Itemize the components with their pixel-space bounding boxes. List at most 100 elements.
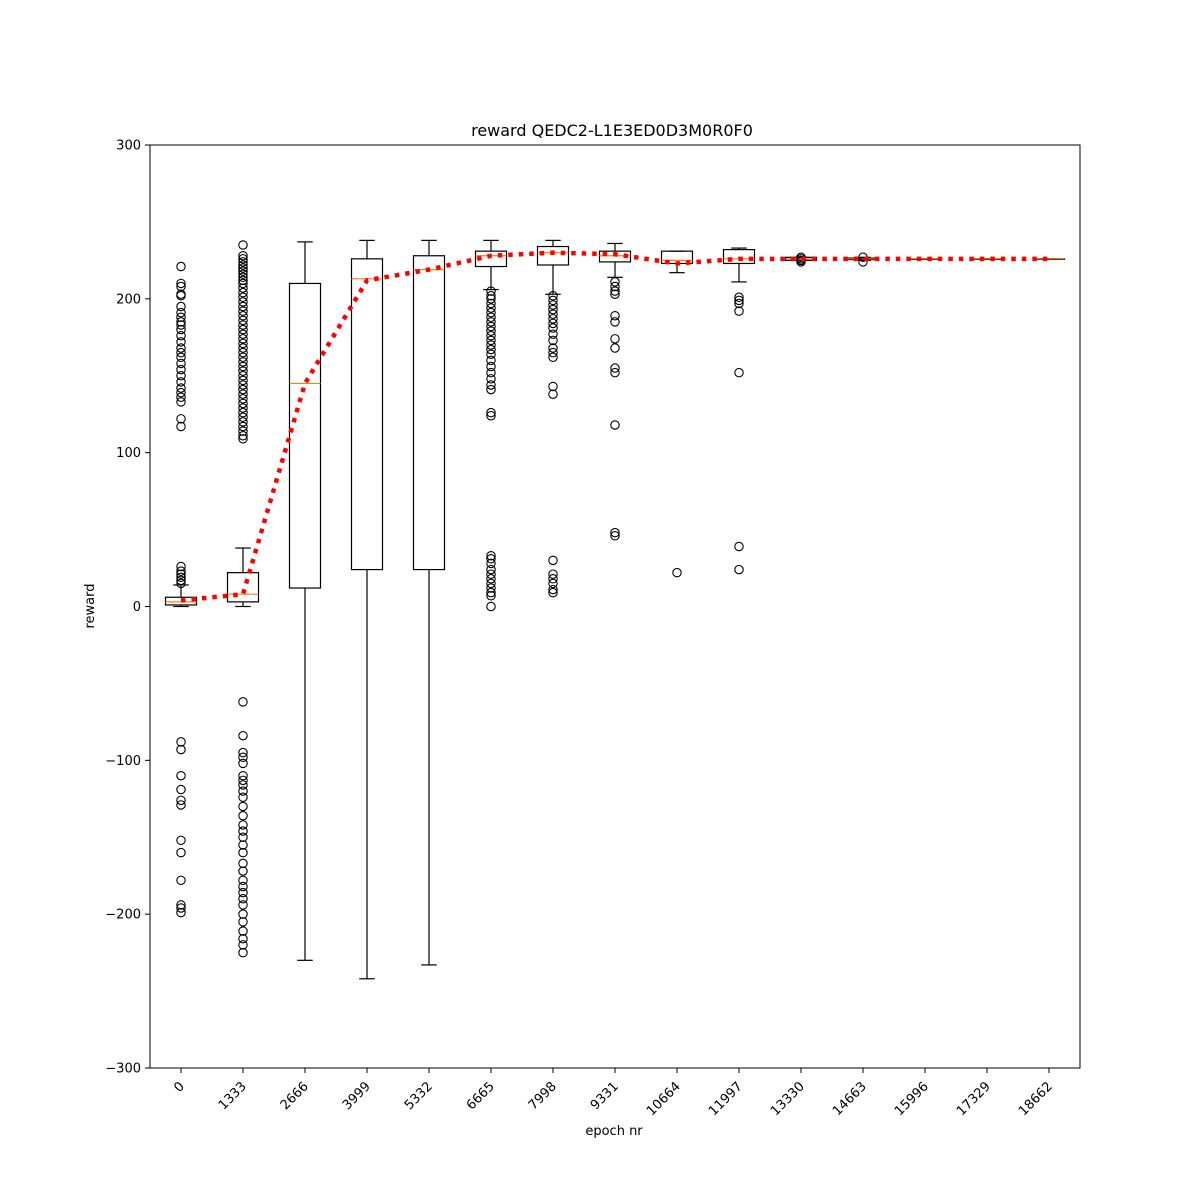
outlier-point	[486, 335, 496, 346]
outlier-point	[238, 324, 248, 335]
outlier-point	[486, 578, 496, 589]
outlier-point	[486, 361, 496, 372]
outlier-point	[610, 281, 620, 292]
outlier-point	[486, 317, 496, 327]
outlier-point	[238, 430, 248, 441]
outlier-point	[734, 292, 744, 303]
outlier-point	[548, 584, 558, 595]
outlier-point	[238, 403, 248, 413]
outlier-point	[176, 278, 186, 289]
outlier-point	[238, 389, 248, 399]
outlier-point	[176, 907, 186, 918]
box-17329	[970, 258, 1004, 260]
outlier-point	[176, 324, 186, 335]
mean-dotted-line	[180, 250, 1049, 603]
outlier-point	[238, 917, 248, 927]
outlier-point	[238, 940, 248, 950]
outlier-point	[548, 314, 558, 324]
outlier-point	[238, 275, 248, 286]
box-9331	[598, 242, 632, 541]
outlier-point	[238, 384, 248, 395]
outlier-point	[486, 384, 496, 395]
outlier-point	[548, 555, 558, 566]
outlier-point	[238, 894, 248, 904]
box-6665	[474, 239, 508, 612]
outlier-point	[176, 358, 186, 369]
outlier-point	[238, 909, 248, 919]
outlier-point	[238, 334, 248, 344]
outlier-point	[176, 370, 186, 381]
outlier-point	[238, 810, 248, 821]
outlier-point	[486, 564, 496, 575]
y-axis-label: reward	[83, 583, 98, 628]
box-2666	[288, 241, 322, 961]
outlier-point	[486, 344, 496, 355]
outlier-point	[238, 283, 248, 293]
iqr-box	[598, 250, 632, 263]
outlier-point	[486, 303, 496, 313]
outlier-point	[238, 370, 248, 381]
outlier-point	[176, 421, 186, 432]
outlier-point	[238, 394, 248, 404]
outlier-point	[610, 343, 620, 353]
outlier-point	[176, 561, 186, 572]
box-18662	[1032, 258, 1066, 260]
outlier-point	[238, 287, 248, 298]
outlier-point	[176, 383, 186, 393]
y-tick-label: 300	[116, 139, 141, 154]
outlier-point	[176, 307, 186, 318]
outlier-point	[176, 397, 186, 407]
outlier-point	[548, 323, 558, 333]
iqr-box	[412, 255, 446, 571]
outlier-point	[238, 866, 248, 876]
outlier-point	[176, 337, 186, 347]
outlier-point	[238, 786, 248, 796]
y-tick-label: −300	[105, 1062, 141, 1077]
outlier-point	[176, 343, 186, 353]
outlier-point	[238, 278, 248, 289]
outlier-point	[486, 574, 496, 584]
outlier-point	[238, 251, 248, 261]
outlier-point	[238, 292, 248, 303]
outlier-point	[238, 730, 248, 741]
outlier-point	[486, 291, 496, 301]
iqr-box	[226, 572, 260, 603]
outlier-point	[176, 900, 186, 910]
outlier-point	[610, 367, 620, 378]
outlier-point	[238, 847, 248, 858]
outlier-point	[176, 364, 186, 375]
outlier-point	[176, 261, 186, 272]
outlier-point	[734, 564, 744, 575]
outlier-point	[238, 269, 248, 279]
outlier-point	[176, 320, 186, 330]
outlier-point	[238, 412, 248, 423]
outlier-point	[548, 304, 558, 315]
outlier-point	[238, 343, 248, 353]
outlier-point	[176, 331, 186, 341]
outlier-point	[238, 254, 248, 264]
outlier-point	[734, 306, 744, 316]
outlier-point	[238, 375, 248, 386]
outlier-point	[176, 566, 186, 576]
outlier-point	[548, 343, 558, 353]
iqr-box	[722, 249, 756, 265]
outlier-point	[176, 387, 186, 398]
outlier-point	[176, 352, 186, 363]
outlier-point	[238, 820, 248, 830]
outlier-point	[238, 840, 248, 850]
outlier-point	[176, 875, 186, 886]
outlier-point	[238, 775, 248, 786]
outlier-point	[238, 338, 248, 349]
outlier-point	[176, 572, 186, 583]
outlier-point	[238, 263, 248, 273]
outlier-point	[238, 311, 248, 321]
outlier-point	[548, 329, 558, 339]
outlier-point	[486, 380, 496, 390]
outlier-point	[238, 266, 248, 276]
outlier-point	[176, 744, 186, 755]
outlier-point	[238, 792, 248, 803]
outlier-point	[548, 335, 558, 346]
outlier-point	[176, 312, 186, 323]
iqr-box	[474, 250, 508, 268]
outlier-point	[176, 301, 186, 312]
